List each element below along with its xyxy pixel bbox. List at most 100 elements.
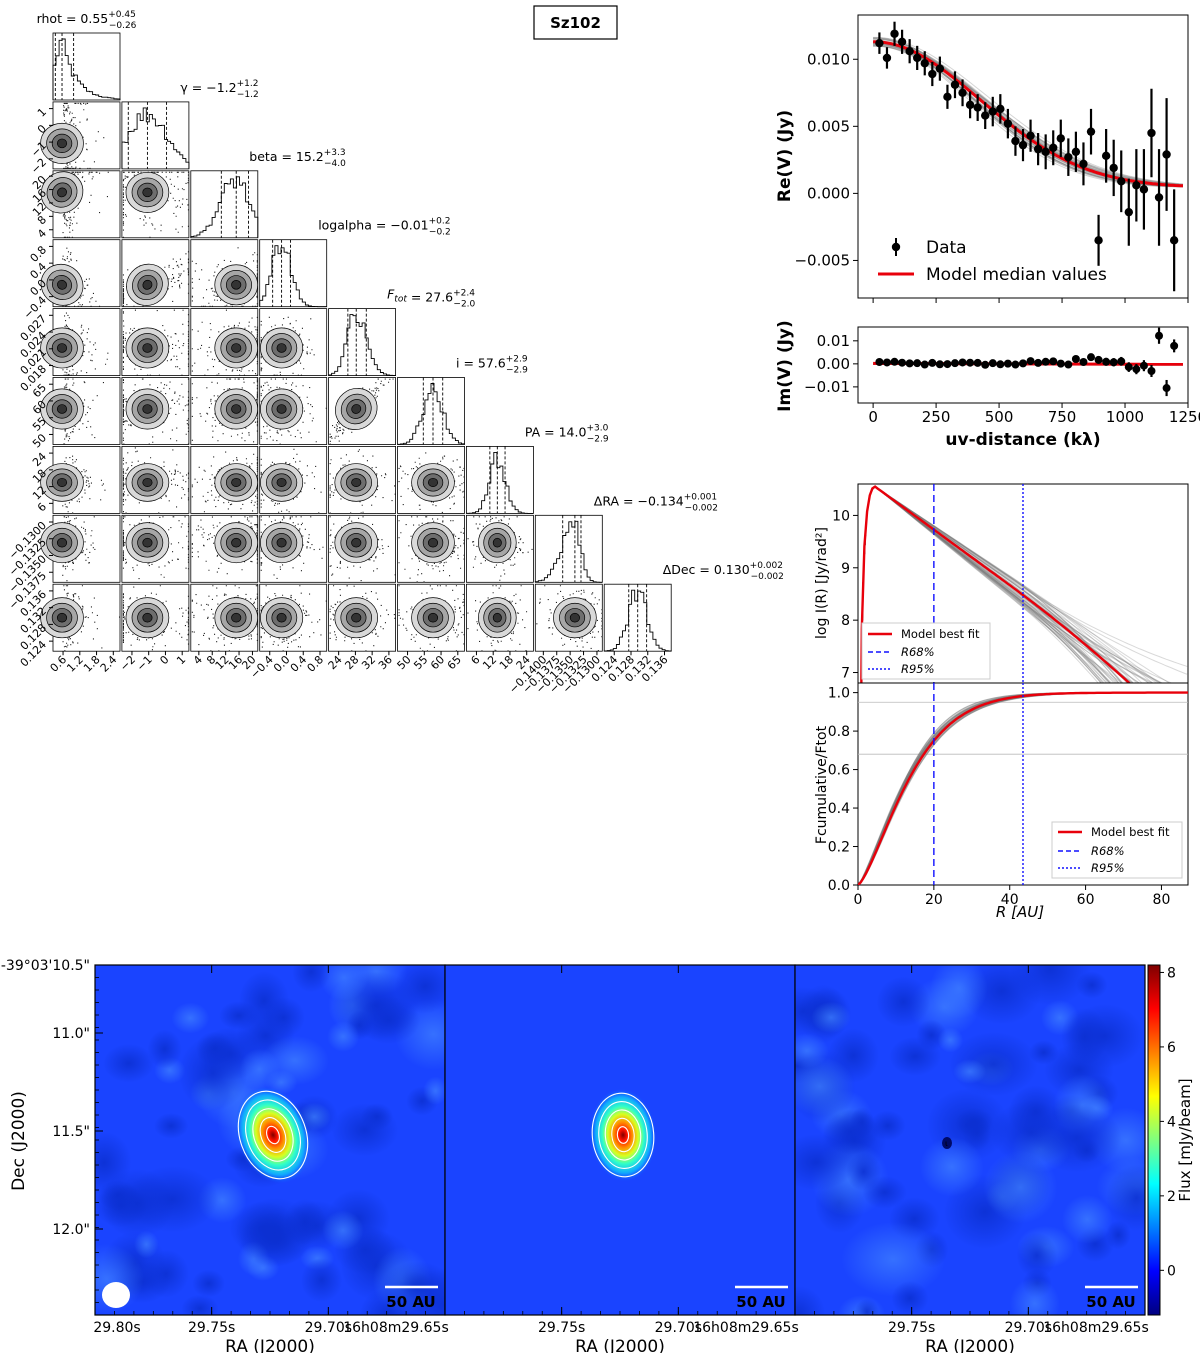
scatter-dDec-vs-gamma [121, 583, 190, 652]
scatter-Ftot-vs-rhot [40, 308, 121, 377]
noise-patch [889, 1036, 941, 1076]
data-point [950, 359, 959, 368]
noise-patch [811, 1001, 851, 1034]
param-title-text: ΔRA = −0.134+0.001 −0.002 [594, 492, 718, 513]
data-point [1041, 147, 1050, 157]
ra-axis-label: RA (J2000) [575, 1337, 665, 1353]
scatter-dDec-vs-logalpha [259, 583, 328, 652]
data-point [1019, 359, 1027, 368]
x-axis-label-uv: uv-distance (kλ) [945, 430, 1100, 450]
data-point [897, 37, 907, 47]
param-title-text: beta = 15.2+3.3 −4.0 [249, 148, 346, 169]
density-contour-4 [351, 477, 362, 487]
source-emission [589, 1088, 657, 1182]
param-title-text: γ = −1.2+1.2 −1.2 [180, 79, 258, 100]
noise-patch [795, 1056, 855, 1116]
data-point [1117, 357, 1126, 366]
posterior-samples [191, 585, 258, 652]
posterior-profile [861, 486, 1171, 683]
bottom-tick-label-rhot: 2.4 [98, 653, 120, 675]
colorbar-tick-label: 8 [1167, 965, 1176, 981]
scatter-dRA-vs-PA [465, 514, 534, 583]
scatter-logalpha-vs-rhot [40, 239, 121, 308]
scatter-dRA-vs-beta [190, 514, 259, 583]
plot-area [860, 485, 1188, 683]
bottom-tick-label-gamma: 0 [157, 653, 171, 667]
posterior-profile [861, 486, 1103, 683]
cumulative-panel: 1.0 0.8 0.6 0.4 0.2 0.00 20 40 60 80 Fcumulative/F… [814, 682, 1189, 921]
posterior-profile [861, 486, 1132, 683]
left-tick-label-PA: 24 [30, 450, 49, 469]
data-point [935, 360, 944, 369]
density-contour-4 [57, 187, 67, 198]
density-contour-4 [351, 537, 362, 548]
noise-patch [841, 1221, 946, 1297]
data-point [950, 80, 960, 89]
ra-tick-label: 16h08m29.65s [343, 1320, 449, 1336]
posterior-profile [861, 486, 1122, 683]
legend-label-model: Model best fit [901, 627, 980, 641]
ra-tick-label: 16h08m29.65s [693, 1320, 799, 1336]
data-point [928, 358, 937, 367]
imag-part-panel: 0.01 0.00 −0.01 0 250 500 750 1000 1250 Im(V) (Jy… [775, 320, 1200, 450]
histogram-steps [397, 383, 465, 445]
histogram-i [397, 377, 465, 445]
density-contour-4 [231, 343, 242, 353]
real-part-panel: 0.010 0.005 0.000 −0.005 Re(V) (Jy) Data Model… [775, 14, 1189, 303]
posterior-profile [861, 486, 1188, 683]
density-contour-4 [142, 279, 153, 290]
density-contour-4 [231, 280, 242, 290]
legend-label-r95: R95% [901, 662, 935, 676]
param-title-dRA: ΔRA = −0.134+0.001 −0.002 [594, 492, 718, 513]
data-point [1147, 366, 1156, 375]
ra-tick-label: 29.80s [93, 1320, 140, 1336]
x-axis-label-radius: R [AU] [996, 903, 1044, 921]
data-point [1094, 236, 1103, 245]
colorbar-tick-label: 6 [1167, 1040, 1176, 1056]
noise-patch [178, 1035, 248, 1112]
scalebar-label: 50 AU [386, 1293, 435, 1311]
scatter-logalpha-vs-gamma [121, 239, 190, 308]
left-tick-label-beta: 4 [35, 227, 49, 241]
y-tick-label: −0.005 [794, 251, 850, 269]
density-contour-4 [142, 537, 153, 548]
density-contour-4 [142, 343, 153, 353]
data-point [882, 53, 892, 63]
x-tick-label: 60 [1077, 892, 1095, 908]
y-tick-label: 0.010 [807, 50, 850, 68]
density-contour-4 [231, 477, 242, 487]
flux-contour-1 [591, 1092, 655, 1178]
data-point [1169, 236, 1179, 245]
y-tick-label: 1.0 [828, 686, 850, 702]
posterior-samples [62, 102, 105, 169]
y-tick-label: 0.005 [807, 117, 850, 135]
noise-patch [192, 1269, 226, 1298]
posterior-profile [861, 486, 1120, 683]
image-content: ι [795, 965, 1145, 1315]
data-point [1041, 357, 1050, 366]
scatter-dRA-vs-i [397, 514, 465, 583]
histogram-steps [534, 520, 603, 583]
noise-patch [218, 1001, 259, 1031]
scatter-PA-vs-beta [190, 445, 259, 514]
histogram-gamma [121, 101, 190, 170]
x-tick-label: 80 [1153, 892, 1171, 908]
param-title-text: logalpha = −0.01+0.2 −0.2 [318, 217, 451, 238]
scatter-dRA-vs-rhot [40, 514, 121, 583]
left-tick-label-logalpha: 0.8 [28, 243, 50, 265]
density-contour-4 [427, 477, 439, 487]
plot-area [858, 691, 1188, 885]
ra-axis-label: RA (J2000) [925, 1337, 1015, 1353]
scatter-i-vs-gamma [121, 377, 190, 445]
posterior-profile [861, 486, 1102, 683]
bottom-tick-label-PA: 6 [468, 653, 482, 667]
ra-tick-label: 29.75s [188, 1320, 235, 1336]
data-point [1094, 355, 1103, 364]
x-tick-label: 750 [1048, 408, 1077, 426]
noise-patch [300, 1258, 343, 1303]
scatter-PA-vs-i [397, 445, 465, 514]
data-point [973, 103, 982, 112]
noise-patch [292, 965, 331, 993]
